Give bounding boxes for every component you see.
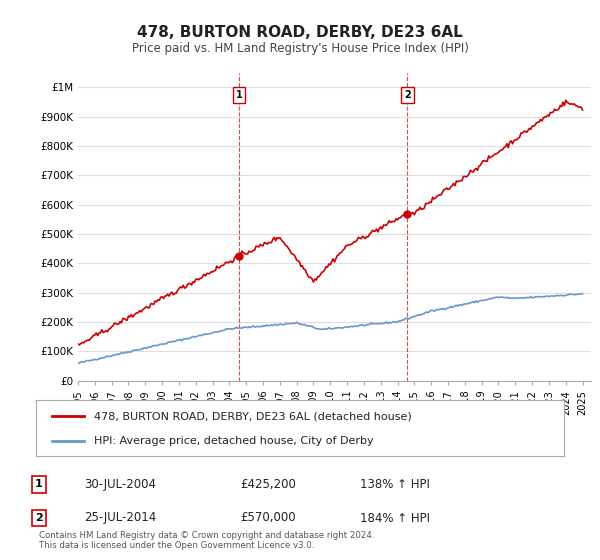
Text: 2: 2	[35, 513, 43, 523]
Text: 1: 1	[35, 479, 43, 489]
Text: £425,200: £425,200	[240, 478, 296, 491]
Text: 2: 2	[404, 90, 411, 100]
Text: Contains HM Land Registry data © Crown copyright and database right 2024.
This d: Contains HM Land Registry data © Crown c…	[39, 530, 374, 550]
Text: 184% ↑ HPI: 184% ↑ HPI	[360, 511, 430, 525]
Text: Price paid vs. HM Land Registry's House Price Index (HPI): Price paid vs. HM Land Registry's House …	[131, 42, 469, 55]
Text: HPI: Average price, detached house, City of Derby: HPI: Average price, detached house, City…	[94, 436, 374, 446]
Text: 138% ↑ HPI: 138% ↑ HPI	[360, 478, 430, 491]
Text: 478, BURTON ROAD, DERBY, DE23 6AL (detached house): 478, BURTON ROAD, DERBY, DE23 6AL (detac…	[94, 411, 412, 421]
Text: £570,000: £570,000	[240, 511, 296, 525]
Text: 30-JUL-2004: 30-JUL-2004	[84, 478, 156, 491]
Text: 25-JUL-2014: 25-JUL-2014	[84, 511, 156, 525]
Text: 478, BURTON ROAD, DERBY, DE23 6AL: 478, BURTON ROAD, DERBY, DE23 6AL	[137, 25, 463, 40]
Text: 1: 1	[236, 90, 242, 100]
